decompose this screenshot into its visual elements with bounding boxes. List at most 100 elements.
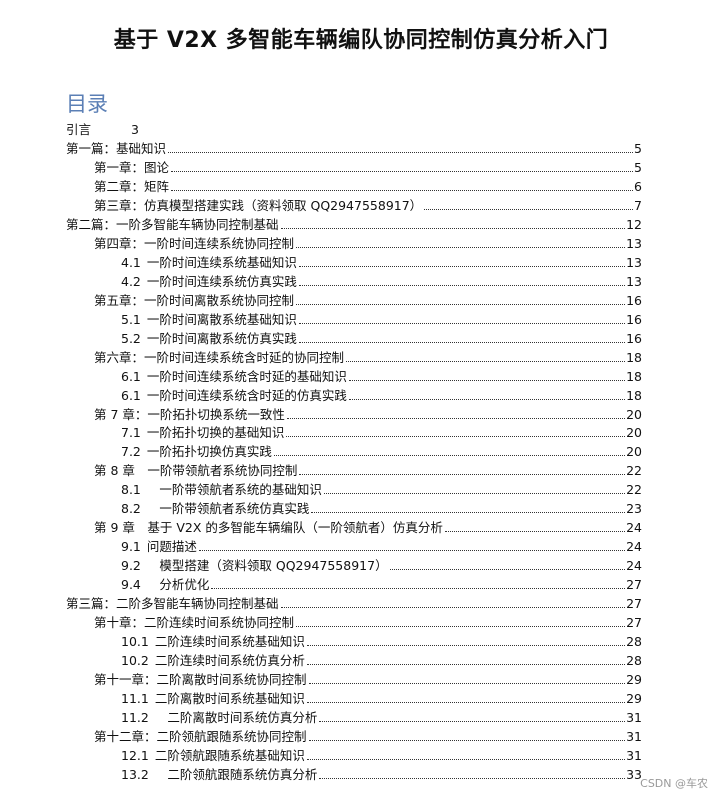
toc-entry-number: 10.1 <box>121 634 149 650</box>
dot-leader <box>308 739 626 741</box>
toc-entry-title: 一阶时间连续系统基础知识 <box>146 254 297 270</box>
toc-entry-number: 11.1 <box>121 691 149 707</box>
toc-entry[interactable]: 7.2 一阶拓扑切换仿真实践 20 <box>66 441 642 460</box>
toc-entry[interactable]: 9.1 问题描述 24 <box>66 536 642 555</box>
dot-leader <box>311 512 626 514</box>
toc-entry-title: 一阶带领航者系统的基础知识 <box>146 482 322 498</box>
toc-entry-number: 8.2 <box>121 501 141 517</box>
toc-entry-number: 7.1 <box>121 425 141 441</box>
toc-entry-page: 28 <box>626 634 642 650</box>
toc-entry-number: 9.2 <box>121 558 141 574</box>
toc-entry-page: 27 <box>626 577 642 593</box>
toc-entry[interactable]: 第十章：二阶连续时间系统协同控制 27 <box>66 612 642 631</box>
toc-entry-page: 3 <box>131 121 139 137</box>
dot-leader <box>280 227 626 229</box>
dot-leader <box>273 455 626 457</box>
toc-entry[interactable]: 第三章：仿真模型搭建实践（资料领取 QQ2947558917） 7 <box>66 195 642 214</box>
toc-entry[interactable]: 第 9 章 基于 V2X 的多智能车辆编队（一阶领航者）仿真分析 24 <box>66 517 642 536</box>
toc-entry-title: 第六章：一阶时间连续系统含时延的协同控制 <box>94 349 345 365</box>
toc-entry[interactable]: 9.4 分析优化 27 <box>66 574 642 593</box>
toc-entry[interactable]: 5.1 一阶时间离散系统基础知识 16 <box>66 309 642 328</box>
toc-entry-number: 10.2 <box>121 653 149 669</box>
toc-entry[interactable]: 第五章：一阶时间离散系统协同控制 16 <box>66 290 642 309</box>
toc-entry[interactable]: 8.1 一阶带领航者系统的基础知识 22 <box>66 479 642 498</box>
toc-entry[interactable]: 第三篇：二阶多智能车辆协同控制基础 27 <box>66 593 642 612</box>
toc-entry[interactable]: 11.2 二阶离散时间系统仿真分析 31 <box>66 707 642 726</box>
toc-entry[interactable]: 第四章：一阶时间连续系统协同控制 13 <box>66 233 642 252</box>
dot-leader <box>296 626 626 628</box>
toc-entry-page: 20 <box>626 444 642 460</box>
toc-entry-page: 31 <box>626 728 642 744</box>
toc-entry-title: 第五章：一阶时间离散系统协同控制 <box>94 292 295 308</box>
dot-leader <box>444 531 626 533</box>
toc-entry-title: 二阶领航跟随系统仿真分析 <box>154 766 318 782</box>
dot-leader <box>306 758 626 760</box>
dot-leader <box>308 683 626 685</box>
toc-entry[interactable]: 10.2 二阶连续时间系统仿真分析 28 <box>66 650 642 669</box>
toc-entry[interactable]: 第 8 章 一阶带领航者系统协同控制 22 <box>66 460 642 479</box>
toc-entry-number: 6.1 <box>121 387 141 403</box>
toc-entry[interactable]: 6.1 一阶时间连续系统含时延的基础知识 18 <box>66 366 642 385</box>
dot-leader <box>171 189 634 191</box>
dot-leader <box>424 208 634 210</box>
dot-leader <box>168 151 634 153</box>
toc-entry-page: 29 <box>626 672 642 688</box>
toc-entry[interactable]: 第一章：图论 5 <box>66 157 642 176</box>
toc-entry-title: 二阶连续时间系统仿真分析 <box>154 653 305 669</box>
toc-entry-title: 第十章：二阶连续时间系统协同控制 <box>94 615 295 631</box>
toc-entry-title: 一阶时间连续系统仿真实践 <box>146 273 297 289</box>
toc-entry[interactable]: 7.1 一阶拓扑切换的基础知识 20 <box>66 423 642 442</box>
toc-entry[interactable]: 4.2 一阶时间连续系统仿真实践 13 <box>66 271 642 290</box>
toc-entry-page: 24 <box>626 558 642 574</box>
toc-entry-page: 24 <box>626 520 642 536</box>
toc-entry-title: 问题描述 <box>146 539 197 555</box>
toc-entry[interactable]: 12.1 二阶领航跟随系统基础知识 31 <box>66 745 642 764</box>
dot-leader <box>171 170 634 172</box>
toc-entry-title: 第 8 章 一阶带领航者系统协同控制 <box>94 463 298 479</box>
toc-entry-page: 31 <box>626 747 642 763</box>
toc-entry[interactable]: 11.1 二阶离散时间系统基础知识 29 <box>66 688 642 707</box>
toc-entry[interactable]: 13.2 二阶领航跟随系统仿真分析 33 <box>66 764 642 783</box>
toc-entry[interactable]: 第十一章：二阶离散时间系统协同控制 29 <box>66 669 642 688</box>
toc-entry-title: 第十一章：二阶离散时间系统协同控制 <box>94 672 307 688</box>
toc-entry-title: 二阶领航跟随系统基础知识 <box>154 747 305 763</box>
toc-entry[interactable]: 8.2 一阶带领航者系统仿真实践 23 <box>66 498 642 517</box>
toc-entry[interactable]: 9.2 模型搭建（资料领取 QQ2947558917） 24 <box>66 555 642 574</box>
toc-entry[interactable]: 10.1 二阶连续时间系统基础知识 28 <box>66 631 642 650</box>
toc-entry-page: 18 <box>626 349 642 365</box>
dot-leader <box>211 588 626 590</box>
toc-entry-page: 16 <box>626 311 642 327</box>
toc-entry-page: 22 <box>626 482 642 498</box>
toc-entry-page: 16 <box>626 330 642 346</box>
toc-entry-title: 第十二章：二阶领航跟随系统协同控制 <box>94 728 307 744</box>
toc-entry-title: 第一章：图论 <box>94 159 170 175</box>
toc-entry[interactable]: 第 7 章：一阶拓扑切换系统一致性 20 <box>66 404 642 423</box>
toc-entry-title: 二阶离散时间系统基础知识 <box>154 691 305 707</box>
toc-entry[interactable]: 4.1 一阶时间连续系统基础知识 13 <box>66 252 642 271</box>
toc-entry-page: 20 <box>626 406 642 422</box>
table-of-contents: 引言 3 第一篇：基础知识 5 第一章：图论 5 第二章：矩阵 6 第三章：仿真模型搭建实践（资… <box>66 119 642 783</box>
toc-entry[interactable]: 5.2 一阶时间离散系统仿真实践 16 <box>66 328 642 347</box>
dot-leader <box>306 664 626 666</box>
toc-entry[interactable]: 第一篇：基础知识 5 <box>66 138 642 157</box>
toc-entry-number: 8.1 <box>121 482 141 498</box>
toc-entry-title: 模型搭建（资料领取 QQ2947558917） <box>146 558 388 574</box>
toc-entry-page: 31 <box>626 710 642 725</box>
toc-entry[interactable]: 第六章：一阶时间连续系统含时延的协同控制 18 <box>66 347 642 366</box>
dot-leader <box>299 474 626 476</box>
dot-leader <box>296 246 626 248</box>
dot-leader <box>298 284 626 286</box>
toc-entry-page: 24 <box>626 539 642 555</box>
toc-entry[interactable]: 第二篇：一阶多智能车辆协同控制基础 12 <box>66 214 642 233</box>
toc-entry[interactable]: 第二章：矩阵 6 <box>66 176 642 195</box>
dot-leader <box>286 436 626 438</box>
toc-entry-title: 一阶时间连续系统含时延的基础知识 <box>146 368 347 384</box>
toc-entry-title: 一阶带领航者系统仿真实践 <box>146 501 310 517</box>
toc-entry-page: 7 <box>634 197 642 213</box>
dot-leader <box>346 360 626 362</box>
toc-entry[interactable]: 第十二章：二阶领航跟随系统协同控制 31 <box>66 726 642 745</box>
dot-leader <box>296 303 626 305</box>
toc-entry[interactable]: 6.1 一阶时间连续系统含时延的仿真实践 18 <box>66 385 642 404</box>
toc-entry[interactable]: 引言 3 <box>66 119 642 138</box>
toc-entry-page: 16 <box>626 292 642 308</box>
